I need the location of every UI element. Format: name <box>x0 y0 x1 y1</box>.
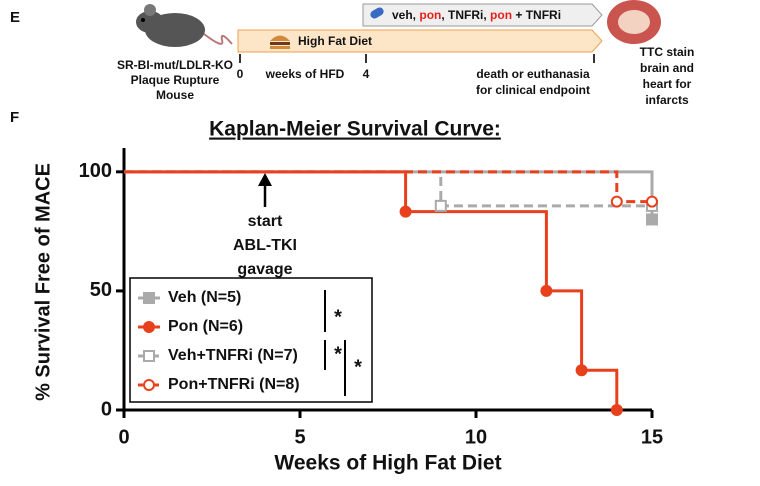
legend-label: Pon (N=6) <box>168 318 243 335</box>
marker <box>434 199 447 212</box>
significance-star: * <box>334 306 342 328</box>
treatment-part: , TNFRi, <box>441 8 490 22</box>
outcome-label: TTC stain <box>640 45 695 59</box>
y-axis-label: % Survival Free of MACE <box>32 163 54 401</box>
treatment-part: + TNFRi <box>512 8 561 22</box>
significance-star: * <box>354 356 362 378</box>
series-line <box>124 170 654 220</box>
diet-label: High Fat Diet <box>298 34 372 48</box>
mouse-label: Plaque Rupture <box>131 73 220 87</box>
series-line <box>124 170 652 208</box>
annotation: ABL-TKI <box>233 237 297 254</box>
treatment-label: veh, pon, TNFRi, pon + TNFRi <box>392 8 561 22</box>
mouse-label: SR-BI-mut/LDLR-KO <box>117 58 233 72</box>
timeline-label: weeks of HFD <box>265 67 345 81</box>
annotation: gavage <box>237 261 292 278</box>
timeline-label: for clinical endpoint <box>476 83 590 97</box>
y-tick-label: 100 <box>79 160 112 182</box>
marker <box>610 404 623 416</box>
marker <box>143 292 155 304</box>
diet-arrow <box>237 29 603 53</box>
mouse-icon <box>136 4 233 47</box>
marker <box>575 364 588 377</box>
series-line <box>124 170 652 204</box>
legend: Veh (N=5) Pon (N=6) Veh+TNFRi (N=7) Pon+TNF… <box>129 277 373 403</box>
treatment-part: pon <box>419 8 441 22</box>
timeline-ticks <box>239 54 595 63</box>
x-tick-label: 15 <box>641 426 663 448</box>
treatment-part: veh, <box>392 8 419 22</box>
marker <box>143 321 155 333</box>
timeline-label: 0 <box>237 67 244 81</box>
x-axis-label: Weeks of High Fat Diet <box>274 452 501 475</box>
timeline-label: death or euthanasia <box>476 67 590 81</box>
burger-icon <box>270 35 290 49</box>
legend-label: Veh+TNFRi (N=7) <box>168 347 298 364</box>
marker <box>399 205 412 218</box>
treatment-part: pon <box>490 8 512 22</box>
annotation: start <box>248 213 283 230</box>
outcome-label: heart for <box>643 77 692 91</box>
marker <box>610 195 623 208</box>
y-tick-label: 50 <box>90 279 112 301</box>
chart-title: Kaplan-Meier Survival Curve: <box>209 118 501 141</box>
legend-box <box>129 277 373 403</box>
timeline-label: 4 <box>363 67 370 81</box>
outcome-label: brain and <box>640 61 694 75</box>
y-tick-label: 0 <box>101 398 112 420</box>
marker <box>143 350 155 362</box>
marker <box>646 213 658 226</box>
outcome-label: infarcts <box>645 93 689 107</box>
panel-label: F <box>10 109 19 126</box>
legend-label: Veh (N=5) <box>168 289 241 306</box>
pill-icon <box>370 7 384 19</box>
x-tick-label: 0 <box>118 426 129 448</box>
panel-label: E <box>10 9 20 26</box>
marker <box>646 195 658 208</box>
marker <box>143 379 155 391</box>
marker <box>540 284 553 297</box>
annotation-arrow <box>258 173 272 207</box>
mouse-label: Mouse <box>156 88 194 102</box>
heart-icon <box>607 0 661 44</box>
x-tick-label: 10 <box>465 426 487 448</box>
significance-star: * <box>334 343 342 365</box>
legend-label: Pon+TNFRi (N=8) <box>168 376 300 393</box>
x-tick-label: 5 <box>294 426 305 448</box>
treatment-arrow <box>362 3 603 27</box>
